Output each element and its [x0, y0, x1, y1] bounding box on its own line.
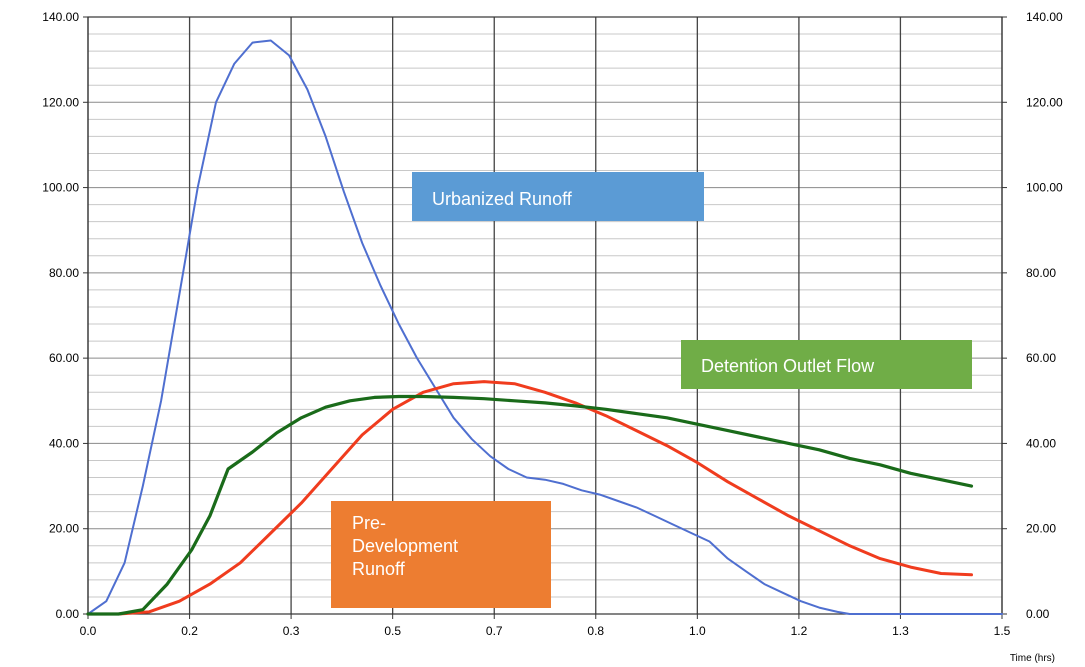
y-tick-label-right: 100.00 — [1026, 181, 1063, 195]
x-axis-label: Time (hrs) — [1010, 653, 1055, 664]
y-tick-label-right: 60.00 — [1026, 351, 1056, 365]
y-tick-label-right: 80.00 — [1026, 266, 1056, 280]
annotation-text-predev: Development — [352, 536, 458, 556]
y-tick-label-right: 40.00 — [1026, 436, 1056, 450]
plot-frame — [87, 16, 1003, 615]
series-line-detention-outlet-flow — [86, 394, 974, 616]
annotation-predev: Pre- Development Runoff — [331, 501, 551, 608]
annotation-urbanized: Urbanized Runoff — [412, 172, 704, 221]
annotation-box-predev — [331, 501, 551, 608]
annotation-text-urbanized: Urbanized Runoff — [432, 189, 573, 209]
y-tick-label-right: 20.00 — [1026, 522, 1056, 536]
y-tick-label-left: 0.00 — [56, 607, 80, 621]
x-tick-label: 1.3 — [892, 624, 909, 638]
x-tick-label: 1.5 — [994, 624, 1011, 638]
y-tick-label-right: 140.00 — [1026, 10, 1063, 24]
series-line-pre-development-runoff — [86, 380, 973, 616]
annotation-text-detention: Detention Outlet Flow — [701, 356, 875, 376]
axis-layer: 0.00 0.00 20.00 20.00 40.00 40.00 60.00 60.00 80… — [42, 10, 1063, 638]
x-tick-label: 0.0 — [80, 624, 97, 638]
annotation-layer: Urbanized Runoff Pre- Development Runoff Det… — [331, 172, 972, 608]
annotation-text-predev: Pre- — [352, 513, 386, 533]
annotation-box-urbanized — [412, 172, 704, 221]
y-tick-label-left: 100.00 — [42, 181, 79, 195]
y-tick-label-right: 0.00 — [1026, 607, 1050, 621]
y-tick-label-left: 140.00 — [42, 10, 79, 24]
x-tick-label: 1.0 — [689, 624, 706, 638]
annotation-box-detention — [681, 340, 972, 389]
y-tick-label-left: 80.00 — [49, 266, 79, 280]
x-tick-label: 0.2 — [181, 624, 198, 638]
y-tick-label-left: 40.00 — [49, 436, 79, 450]
series-line-urbanized-runoff — [87, 39, 1003, 615]
y-tick-label-left: 120.00 — [42, 95, 79, 109]
annotation-text-predev: Runoff — [352, 559, 406, 579]
annotation-detention: Detention Outlet Flow — [681, 340, 972, 389]
x-tick-label: 0.3 — [283, 624, 300, 638]
series-layer — [86, 39, 1003, 616]
x-tick-label: 0.5 — [384, 624, 401, 638]
y-tick-label-left: 60.00 — [49, 351, 79, 365]
x-tick-label: 0.8 — [587, 624, 604, 638]
x-tick-label: 1.2 — [791, 624, 808, 638]
y-tick-label-right: 120.00 — [1026, 95, 1063, 109]
y-tick-label-left: 20.00 — [49, 522, 79, 536]
x-tick-label: 0.7 — [486, 624, 503, 638]
